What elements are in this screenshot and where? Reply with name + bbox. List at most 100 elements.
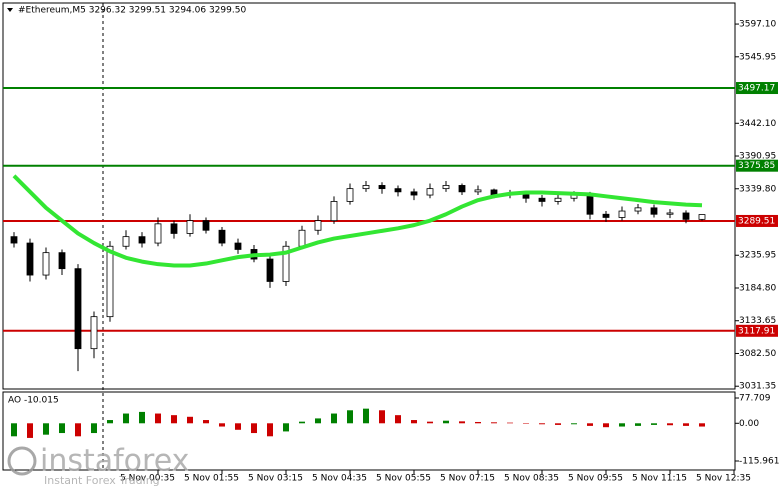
ao-bar	[523, 423, 529, 424]
candle-body	[106, 245, 114, 318]
candle-body	[202, 220, 210, 231]
candle-body	[442, 185, 450, 190]
candle-body	[602, 213, 610, 218]
x-tick-label: 5 Nov 09:55	[568, 474, 623, 484]
level-box	[736, 324, 778, 337]
candle-body	[426, 188, 434, 196]
level-box	[736, 214, 778, 227]
candle-body	[394, 188, 402, 193]
menu-arrow	[7, 8, 13, 12]
candle-body	[10, 236, 18, 244]
ao-bar	[75, 423, 81, 437]
y-tick-label: 3184.80	[739, 283, 776, 293]
ao-bar	[43, 423, 49, 435]
ao-bar	[123, 413, 129, 424]
candle-body	[346, 188, 354, 202]
candle-body	[410, 191, 418, 196]
ao-bar	[475, 421, 481, 424]
candle-body	[58, 252, 66, 270]
candle-body	[314, 220, 322, 231]
candle-body	[330, 201, 338, 222]
candle-body	[378, 185, 386, 190]
candle-body	[282, 245, 290, 282]
ao-bar	[555, 423, 561, 425]
watermark-brand: instaforex	[40, 444, 189, 479]
candle-body	[298, 229, 306, 247]
candle-body	[682, 212, 690, 220]
candle-body	[154, 223, 162, 244]
candle-body	[170, 223, 178, 234]
candle-body	[186, 220, 194, 234]
ao-bar	[683, 423, 689, 426]
ao-bar	[587, 423, 593, 426]
y-tick-label: 3390.95	[739, 152, 776, 162]
level-box	[736, 82, 778, 95]
y-tick-label: 3442.10	[739, 119, 776, 129]
ao-bar	[363, 408, 369, 424]
ao-bar	[219, 423, 225, 427]
candle-body	[474, 189, 482, 193]
candle-body	[650, 207, 658, 215]
y-tick-label: 3082.50	[739, 349, 776, 359]
ao-bar	[603, 423, 609, 428]
level-box	[736, 159, 778, 172]
candle-body	[618, 210, 626, 218]
level-label: 3375.85	[738, 161, 775, 171]
y-tick-label: 3597.10	[739, 20, 776, 30]
watermark-tagline: Instant Forex Trading	[44, 474, 160, 487]
candle-body	[554, 197, 562, 202]
ao-bar	[171, 415, 177, 424]
candle-body	[234, 242, 242, 250]
y-tick-label: 3031.35	[739, 382, 776, 392]
ao-bar	[635, 423, 641, 426]
y-tick-label: 3235.95	[739, 251, 776, 261]
ao-bar	[139, 411, 145, 424]
ao-frame	[2, 391, 736, 471]
y-tick-label: 3545.95	[739, 52, 776, 62]
level-label: 3289.51	[738, 216, 775, 226]
ao-bar	[235, 423, 241, 430]
candle-body	[26, 242, 34, 276]
candle-body	[458, 185, 466, 193]
ao-bar	[267, 423, 273, 437]
ao-bar	[411, 420, 417, 424]
ao-bar	[443, 420, 449, 424]
x-tick-label: 5 Nov 08:35	[504, 474, 559, 484]
ao-bar	[379, 410, 385, 424]
candle-body	[218, 229, 226, 244]
candle-body	[698, 214, 706, 220]
candle-body	[74, 268, 82, 350]
candle-body	[138, 236, 146, 244]
ao-bar	[571, 423, 577, 425]
ao-bar	[315, 418, 321, 424]
level-label: 3497.17	[738, 84, 775, 94]
ao-bar	[155, 413, 161, 424]
candle-body	[42, 252, 50, 276]
x-tick-label: 5 Nov 01:55	[184, 474, 239, 484]
ao-bar	[331, 413, 337, 424]
ao-bar	[107, 420, 113, 424]
ao-bar	[427, 421, 433, 424]
ao-tick-label: 77.709	[739, 394, 771, 404]
ao-bar	[27, 423, 33, 438]
ao-bar	[59, 423, 65, 434]
ao-bar	[299, 421, 305, 424]
ao-bar	[203, 420, 209, 424]
candle-body	[634, 207, 642, 212]
moving-average	[12, 174, 703, 268]
watermark: instaforex Instant Forex Trading	[7, 444, 189, 487]
ao-bar	[619, 423, 625, 427]
ao-bar	[251, 423, 257, 434]
candle-body	[538, 197, 546, 202]
ao-bar	[667, 423, 673, 426]
ao-bar	[539, 423, 545, 425]
ao-bar	[283, 423, 289, 432]
chart-title: #Ethereum,M5 3296.32 3299.51 3294.06 329…	[18, 6, 246, 16]
candle-body	[266, 258, 274, 282]
x-tick-label: 5 Nov 03:15	[248, 474, 303, 484]
ao-bar	[459, 421, 465, 424]
ao-bar	[507, 422, 513, 424]
x-tick-label: 5 Nov 05:55	[376, 474, 431, 484]
